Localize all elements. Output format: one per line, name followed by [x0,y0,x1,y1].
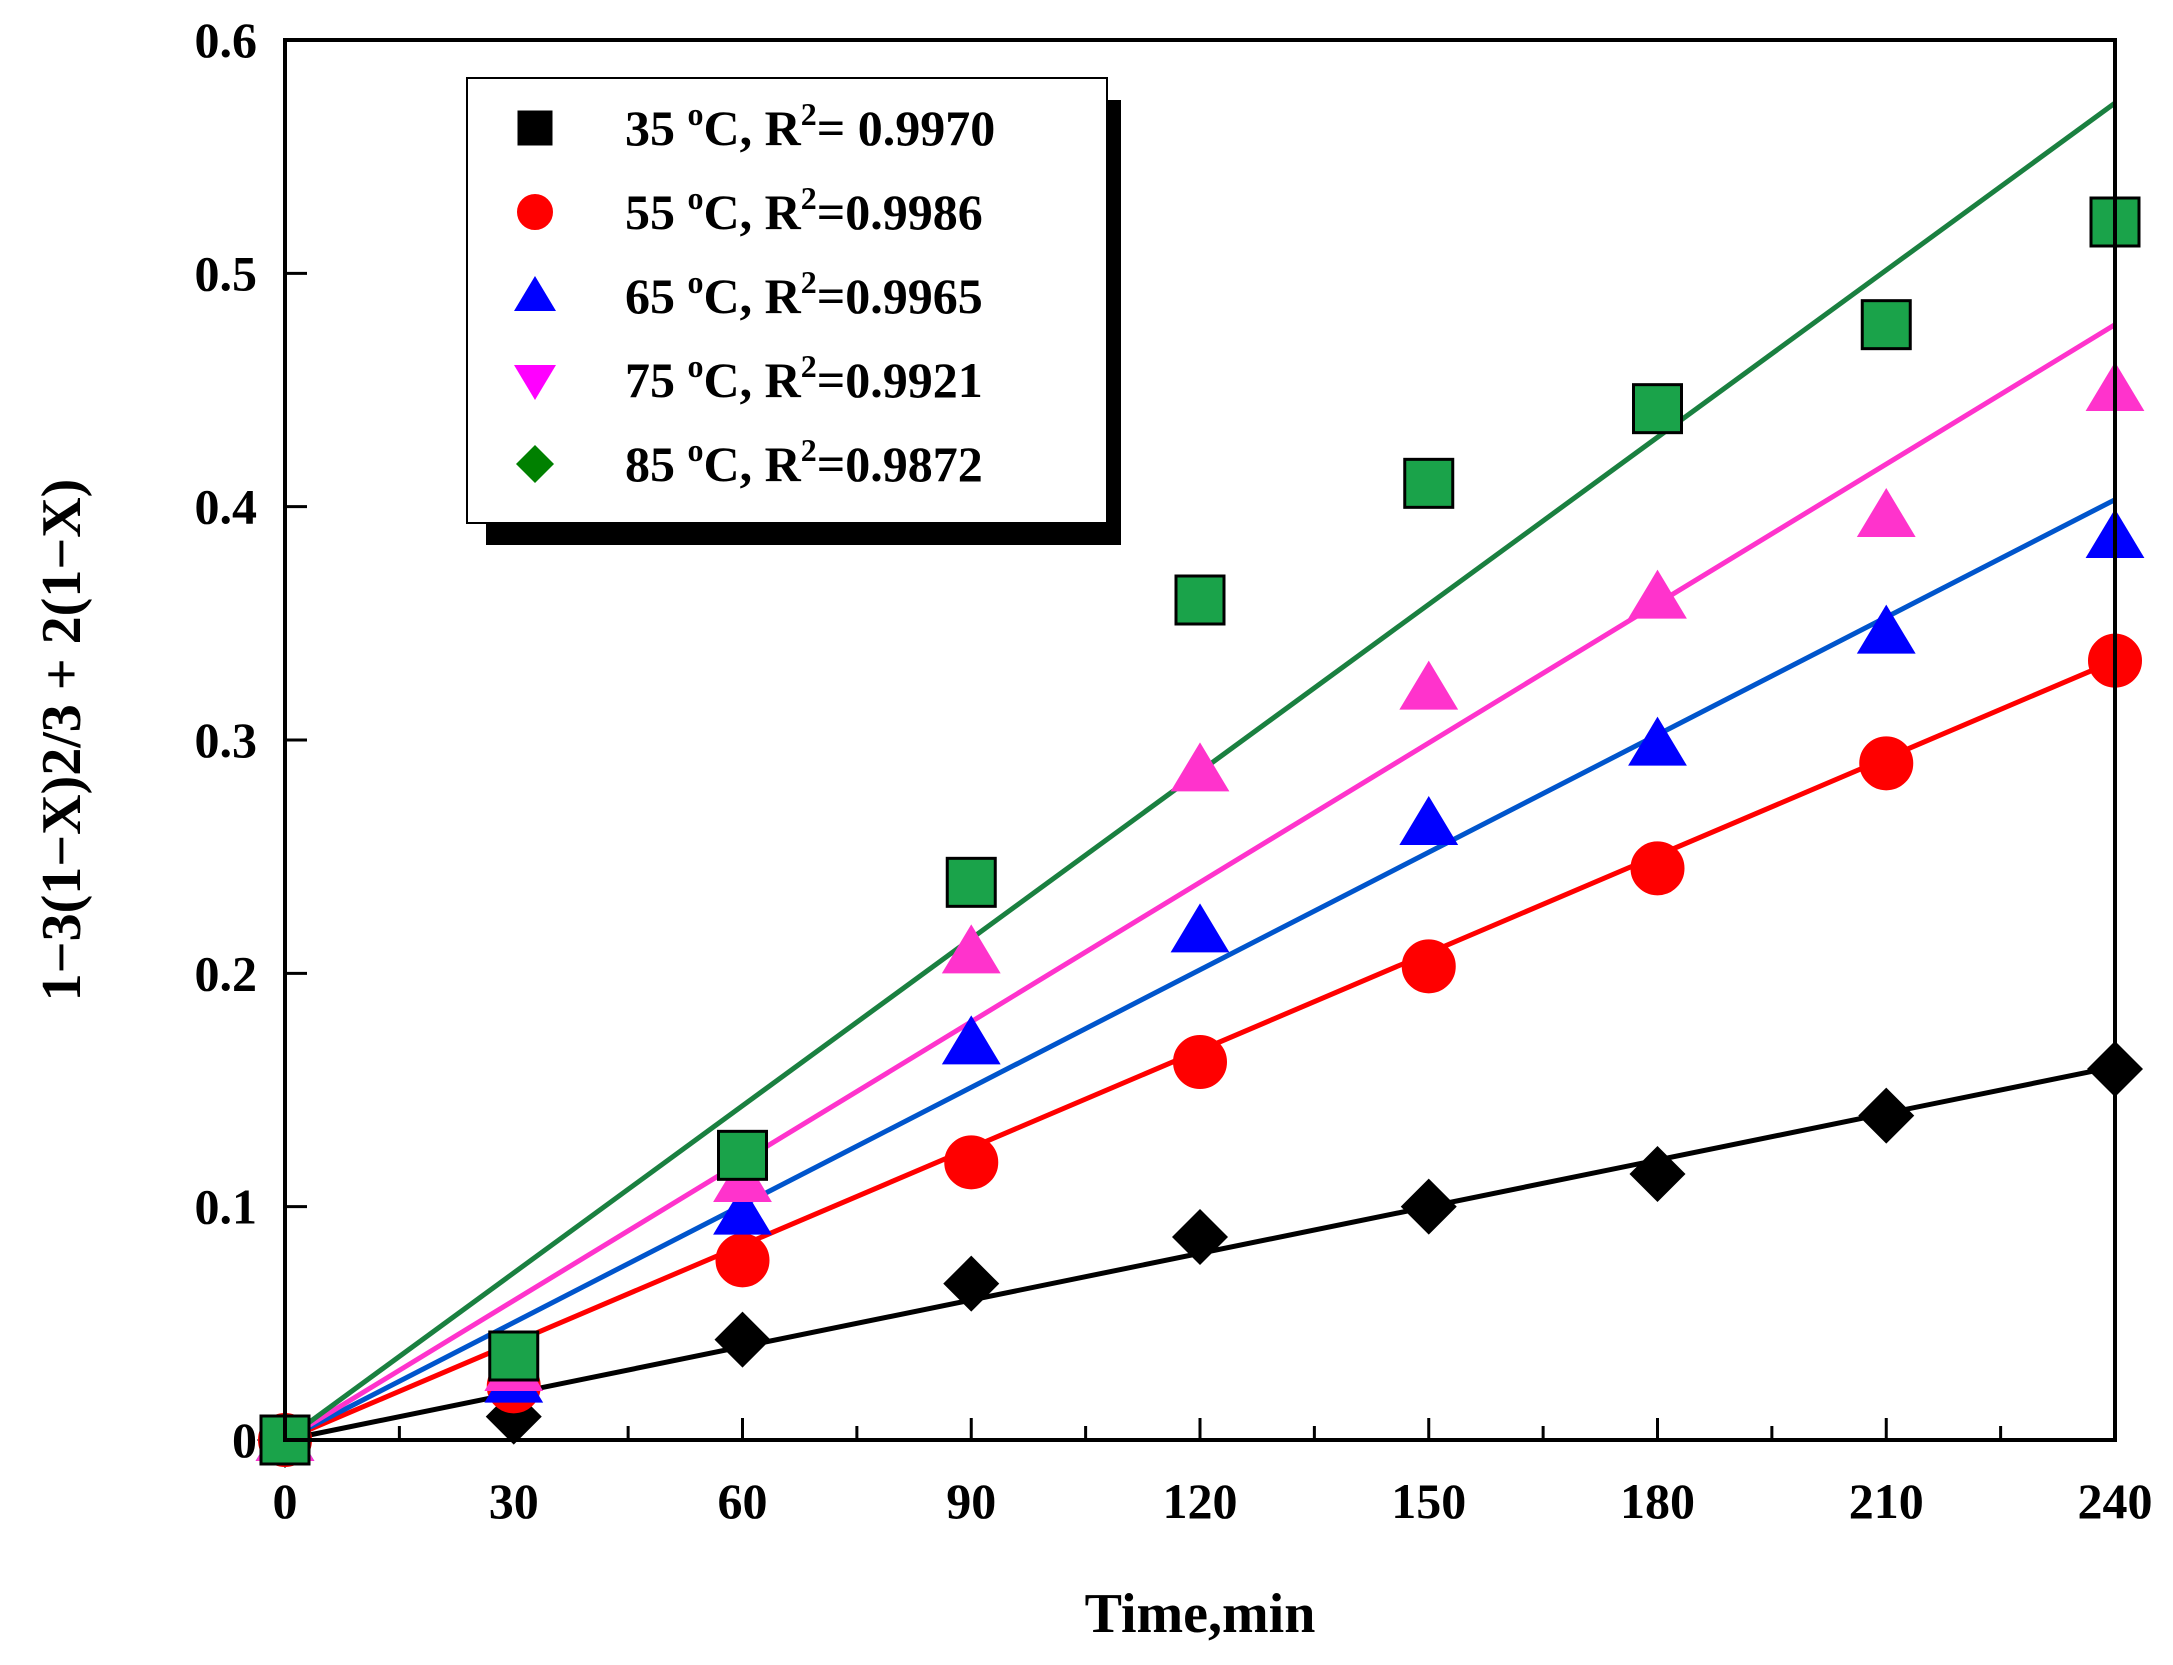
data-point-35c [1858,1087,1915,1144]
data-point-85c [945,856,997,908]
data-point-75c [1170,742,1230,792]
data-point-55c [1630,841,1685,896]
data-point-75c [1856,488,1916,537]
x-tick-label: 120 [1163,1473,1238,1529]
legend-label-75c: 75 oC, R2=0.9921 [625,348,983,408]
y-axis-title: 1−3(1−X)2/3 + 2(1−X) [31,479,93,1002]
x-tick-label: 240 [2078,1473,2153,1529]
y-tick-label: 0.6 [195,12,258,68]
legend-marker-35c [517,110,553,146]
data-point-75c [1399,660,1459,710]
data-point-85c [1403,457,1455,509]
y-tick-label: 0.5 [195,245,258,301]
legend: 35 oC, R2= 0.9970 55 oC, R2=0.9986 65 oC, … [466,77,1121,545]
data-point-85c [1632,383,1683,435]
legend-entries: 35 oC, R2= 0.9970 55 oC, R2=0.9986 65 oC, … [514,96,995,492]
fit-line-65c [283,497,2117,1443]
data-point-65c [1628,716,1687,766]
x-tick-label: 180 [1620,1473,1695,1529]
fit-line-75c [283,322,2117,1443]
data-point-85c [1860,299,1912,351]
legend-label-55c: 55 oC, R2=0.9986 [625,180,983,240]
data-point-35c [943,1255,1000,1312]
x-tick-label: 210 [1849,1473,1924,1529]
data-point-65c [1399,796,1459,845]
data-point-35c [1629,1146,1686,1202]
data-point-85c [1174,574,1226,626]
legend-marker-75c [514,365,556,400]
data-point-55c [1401,939,1456,994]
legend-marker-85c [516,445,554,483]
data-point-55c [1859,736,1914,791]
data-point-65c [941,1015,1001,1065]
legend-marker-65c [514,276,556,311]
x-axis-title: Time,min [1085,1583,1316,1645]
x-axis-ticks: 0 30 60 90 120 150 180 210 240 [273,1418,2153,1529]
data-point-55c [715,1233,770,1288]
y-tick-label: 0.4 [195,479,258,535]
data-point-65c [1170,903,1230,953]
y-axis-ticks: 0 0.1 0.2 0.3 0.4 0.5 0.6 [195,12,307,1468]
data-point-65c [1856,604,1916,654]
y-tick-label: 0.1 [195,1179,258,1235]
y-tick-label: 0.3 [195,712,258,768]
data-point-85c [488,1330,540,1382]
legend-box [466,77,1108,524]
legend-label-35c: 35 oC, R2= 0.9970 [625,96,995,156]
data-point-55c [944,1135,999,1190]
data-point-65c [713,1185,772,1235]
data-point-75c [941,924,1001,974]
legend-label-65c: 65 oC, R2=0.9965 [625,264,983,324]
x-tick-label: 150 [1391,1473,1466,1529]
legend-marker-55c [517,194,553,230]
x-tick-label: 30 [489,1473,539,1529]
y-tick-label: 0.2 [195,945,258,1001]
x-tick-label: 0 [273,1473,298,1529]
data-point-75c [1628,569,1687,619]
data-point-35c [1400,1178,1457,1235]
legend-label-85c: 85 oC, R2=0.9872 [625,432,983,492]
data-point-35c [714,1311,771,1368]
y-tick-label: 0 [232,1412,257,1468]
x-tick-label: 60 [718,1473,768,1529]
data-point-55c [1173,1035,1227,1089]
data-point-35c [1172,1209,1228,1265]
x-tick-label: 90 [946,1473,996,1529]
data-point-85c [717,1129,768,1181]
